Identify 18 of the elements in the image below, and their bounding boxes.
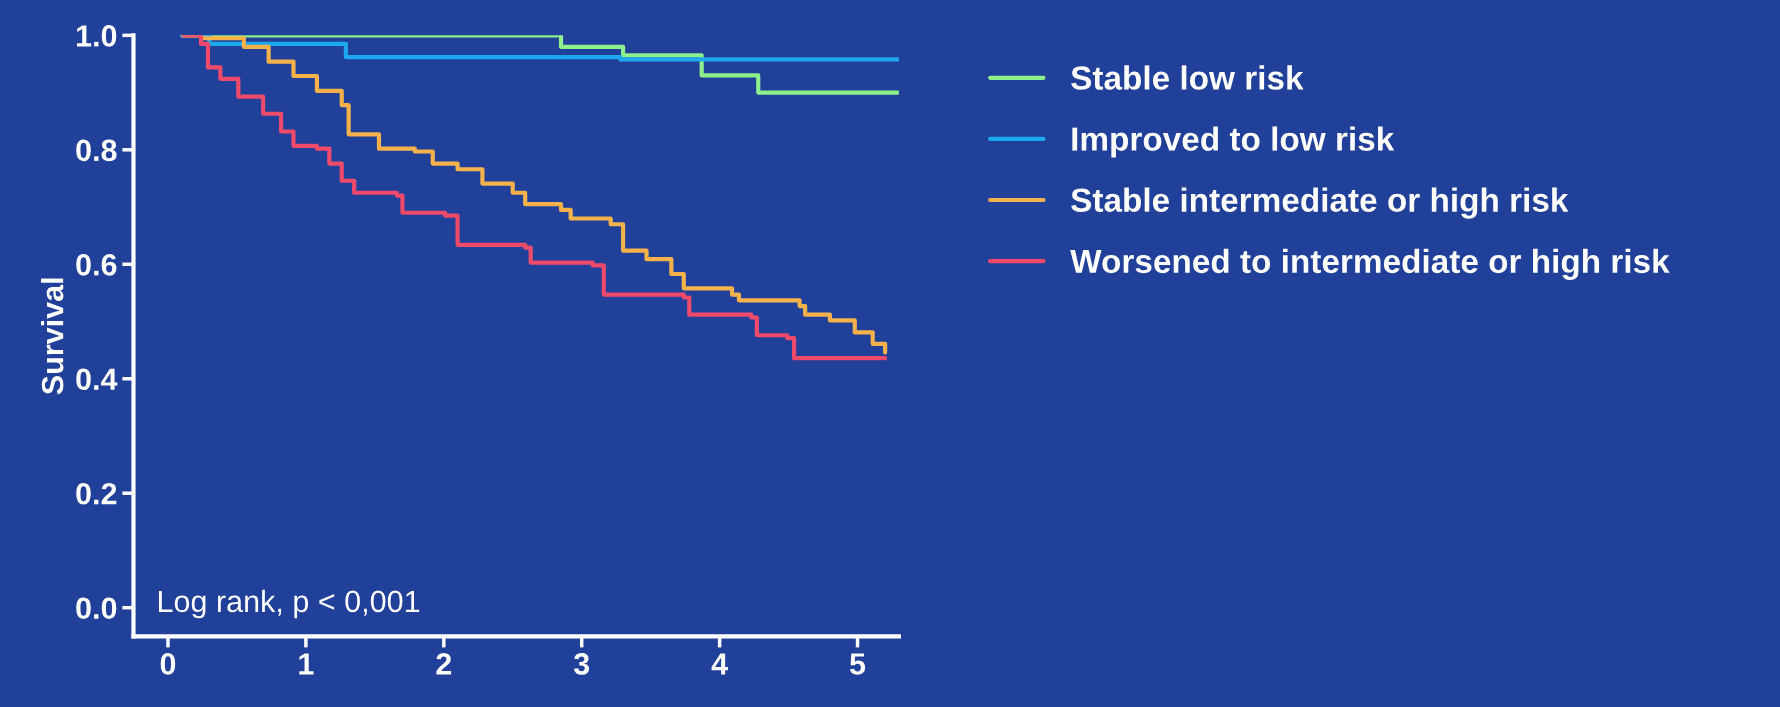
- x-tick-label: 5: [849, 653, 866, 675]
- x-tick-label: 2: [436, 653, 452, 675]
- x-tick-label: 4: [711, 653, 728, 675]
- y-tick-label: 1.0: [76, 25, 117, 47]
- y-tick-label: 0.8: [76, 139, 117, 162]
- y-axis-title: Survival: [41, 278, 64, 395]
- legend-label: Improved to low risk: [1072, 126, 1395, 158]
- x-tick-label: 0: [160, 653, 176, 675]
- legend-label: Stable intermediate or high risk: [1071, 187, 1569, 219]
- y-tick-label: 0.4: [76, 368, 118, 391]
- y-tick-label: 0.0: [76, 597, 117, 620]
- legend-label: Worsened to intermediate or high risk: [1070, 248, 1670, 280]
- legend-label: Stable low risk: [1071, 65, 1304, 90]
- annotation: Log rank, p < 0,001: [158, 589, 420, 619]
- x-tick-label: 1: [299, 653, 314, 675]
- x-tick-label: 3: [573, 653, 590, 675]
- y-tick-label: 0.2: [76, 482, 117, 505]
- y-tick-label: 0.6: [76, 254, 117, 276]
